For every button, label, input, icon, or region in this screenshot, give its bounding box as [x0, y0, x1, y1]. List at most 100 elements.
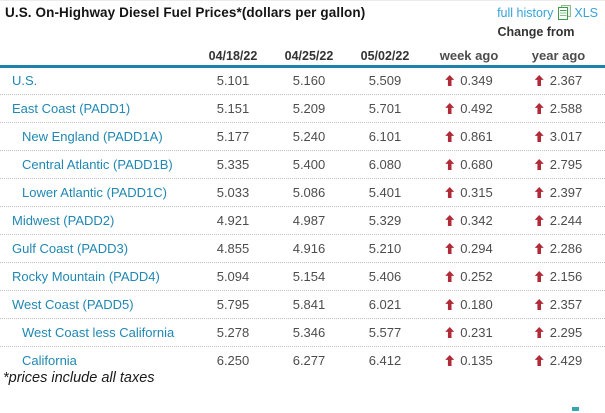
- price-week2: 5.209: [292, 101, 326, 116]
- year-ago-change-value: 2.357: [549, 297, 583, 312]
- spreadsheet-icon[interactable]: [558, 5, 572, 20]
- table-row: U.S. 5.101 5.160 5.509 0.349 2.367: [0, 67, 605, 95]
- region-label[interactable]: New England (PADD1A): [22, 129, 163, 144]
- year-ago-change-cell: 2.244: [515, 213, 602, 228]
- region-label[interactable]: Gulf Coast (PADD3): [12, 241, 129, 256]
- up-arrow-icon: [445, 103, 455, 114]
- up-arrow-icon: [445, 75, 455, 86]
- column-header-date-2: 04/25/22: [284, 49, 334, 63]
- year-ago-change-value: 3.017: [549, 129, 583, 144]
- week-ago-change-value: 0.349: [460, 73, 493, 88]
- week-ago-change-cell: 0.492: [423, 101, 515, 116]
- price-week2: 5.086: [292, 185, 326, 200]
- price-week1: 5.094: [216, 269, 250, 284]
- up-arrow-icon: [445, 243, 455, 254]
- price-week1: 5.795: [216, 297, 250, 312]
- topbar-links: full history XLS: [497, 5, 598, 20]
- price-week2: 5.154: [292, 269, 326, 284]
- up-arrow-icon: [534, 187, 544, 198]
- year-ago-change-value: 2.156: [549, 269, 583, 284]
- price-week1: 4.921: [216, 213, 250, 228]
- region-label[interactable]: West Coast (PADD5): [12, 297, 134, 312]
- column-header-year-ago: year ago: [531, 48, 586, 63]
- region-label[interactable]: U.S.: [12, 73, 38, 88]
- week-ago-change-value: 0.861: [460, 129, 493, 144]
- price-week1: 5.101: [216, 73, 250, 88]
- region-label[interactable]: East Coast (PADD1): [12, 101, 131, 116]
- year-ago-change-value: 2.397: [549, 185, 583, 200]
- region-label[interactable]: Rocky Mountain (PADD4): [12, 269, 160, 284]
- table-row: New England (PADD1A) 5.177 5.240 6.101 0…: [0, 123, 605, 151]
- week-ago-change-cell: 0.342: [423, 213, 515, 228]
- up-arrow-icon: [445, 355, 455, 366]
- week-ago-change-cell: 0.180: [423, 297, 515, 312]
- year-ago-change-cell: 2.367: [515, 73, 602, 88]
- price-week1: 5.335: [216, 157, 250, 172]
- price-week3: 6.101: [368, 129, 402, 144]
- year-ago-change-value: 2.588: [549, 101, 583, 116]
- year-ago-change-value: 2.244: [549, 213, 583, 228]
- up-arrow-icon: [534, 355, 544, 366]
- up-arrow-icon: [534, 299, 544, 310]
- full-history-link[interactable]: full history: [497, 5, 554, 20]
- price-week3: 5.577: [368, 325, 402, 340]
- table-row: Gulf Coast (PADD3) 4.855 4.916 5.210 0.2…: [0, 235, 605, 263]
- xls-link[interactable]: XLS: [558, 5, 598, 20]
- up-arrow-icon: [445, 159, 455, 170]
- week-ago-change-cell: 0.680: [423, 157, 515, 172]
- price-week2: 4.987: [292, 213, 326, 228]
- up-arrow-icon: [445, 131, 455, 142]
- table-header: Change from 04/18/22 04/25/22 05/02/22 w…: [0, 25, 605, 68]
- week-ago-change-value: 0.231: [460, 325, 493, 340]
- region-label[interactable]: Midwest (PADD2): [12, 213, 115, 228]
- price-week1: 6.250: [216, 353, 250, 368]
- week-ago-change-value: 0.315: [460, 185, 493, 200]
- price-week2: 5.400: [292, 157, 326, 172]
- week-ago-change-cell: 0.349: [423, 73, 515, 88]
- up-arrow-icon: [534, 243, 544, 254]
- week-ago-change-cell: 0.861: [423, 129, 515, 144]
- price-week3: 5.701: [368, 101, 402, 116]
- year-ago-change-value: 2.795: [549, 157, 583, 172]
- region-label[interactable]: Lower Atlantic (PADD1C): [22, 185, 167, 200]
- year-ago-change-cell: 2.795: [515, 157, 602, 172]
- week-ago-change-value: 0.342: [460, 213, 493, 228]
- year-ago-change-cell: 2.397: [515, 185, 602, 200]
- week-ago-change-cell: 0.294: [423, 241, 515, 256]
- year-ago-change-value: 2.367: [549, 73, 583, 88]
- price-week1: 5.033: [216, 185, 250, 200]
- up-arrow-icon: [534, 159, 544, 170]
- region-label[interactable]: Central Atlantic (PADD1B): [22, 157, 173, 172]
- up-arrow-icon: [445, 327, 455, 338]
- column-header-date-3: 05/02/22: [360, 49, 410, 63]
- price-week3: 6.021: [368, 297, 402, 312]
- region-label[interactable]: West Coast less California: [22, 325, 175, 340]
- price-week3: 5.329: [368, 213, 402, 228]
- year-ago-change-value: 2.286: [549, 241, 583, 256]
- week-ago-change-cell: 0.252: [423, 269, 515, 284]
- column-header-date-1: 04/18/22: [208, 49, 258, 63]
- up-arrow-icon: [534, 327, 544, 338]
- xls-link-label[interactable]: XLS: [574, 5, 598, 20]
- price-week2: 5.841: [292, 297, 326, 312]
- table-row: California 6.250 6.277 6.412 0.135 2.429: [0, 347, 605, 374]
- week-ago-change-value: 0.252: [460, 269, 493, 284]
- price-week2: 6.277: [292, 353, 326, 368]
- region-label[interactable]: California: [22, 353, 77, 368]
- change-from-row: Change from: [0, 25, 605, 41]
- price-week2: 5.160: [292, 73, 326, 88]
- up-arrow-icon: [445, 187, 455, 198]
- up-arrow-icon: [534, 131, 544, 142]
- week-ago-change-cell: 0.231: [423, 325, 515, 340]
- table-row: West Coast less California 5.278 5.346 5…: [0, 319, 605, 347]
- up-arrow-icon: [445, 299, 455, 310]
- week-ago-change-value: 0.294: [460, 241, 493, 256]
- table-body: U.S. 5.101 5.160 5.509 0.349 2.367 East …: [0, 67, 605, 374]
- up-arrow-icon: [534, 215, 544, 226]
- price-week2: 5.240: [292, 129, 326, 144]
- footer-note: *prices include all taxes: [3, 370, 155, 386]
- week-ago-change-cell: 0.135: [423, 353, 515, 368]
- price-week3: 6.412: [368, 353, 402, 368]
- price-week2: 4.916: [292, 241, 326, 256]
